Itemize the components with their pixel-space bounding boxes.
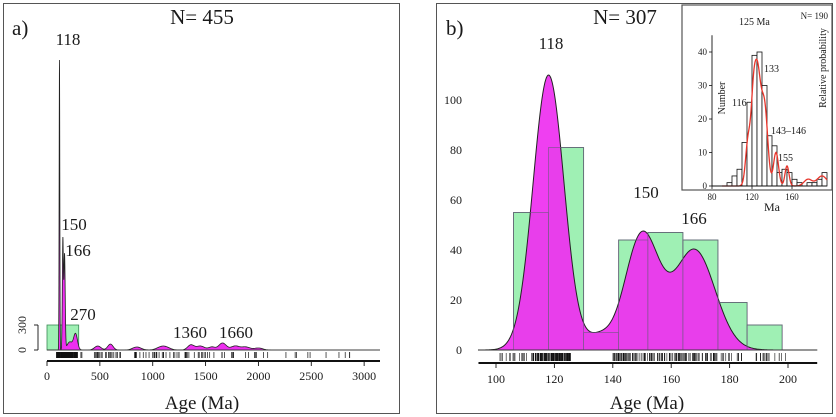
inset-y-tick-label-0: 0: [703, 181, 708, 191]
inset-y-tick-label-40: 40: [698, 47, 708, 57]
inset-hist-bar-5: [751, 54, 758, 187]
inset-annotation-125ma: 125 Ma: [739, 17, 770, 28]
panel-b-x-tick-label-200: 200: [779, 372, 797, 386]
inset-xlabel: Ma: [764, 200, 781, 214]
panel-b-title: N= 307: [593, 5, 657, 29]
inset-hist-bar-16: [811, 182, 818, 187]
inset-y-tick-label-10: 10: [698, 148, 708, 158]
panel-a-x-tick-label-3000: 3000: [352, 369, 376, 383]
inset-hist-bar-15: [806, 182, 813, 187]
panel-a-y-tick-label-300: 300: [15, 316, 29, 334]
inset-ylabel-right: Relative probability: [818, 28, 829, 108]
inset-annotation-143-146: 143–146: [771, 126, 806, 137]
panel-b-y-tick-label-20: 20: [450, 293, 462, 307]
panel-a-x-tick-label-2000: 2000: [246, 369, 270, 383]
panel-b-x-tick-label-160: 160: [662, 372, 680, 386]
panel-a-peak-label-150: 150: [61, 215, 87, 234]
panel-b-peak-label-118: 118: [539, 34, 564, 53]
inset-hist-bar-1: [731, 175, 738, 187]
panel-b-y-tick-label-80: 80: [450, 143, 462, 157]
inset-y-tick-label-20: 20: [698, 114, 708, 124]
inset-x-tick-label-160: 160: [785, 192, 799, 202]
panel-b-y-tick-label-100: 100: [444, 93, 462, 107]
inset-annotation-116: 116: [732, 98, 747, 109]
panel-b-y-tick-label-40: 40: [450, 243, 462, 257]
panel-b-y-tick-label-60: 60: [450, 193, 462, 207]
panel-b-x-tick-label-100: 100: [487, 372, 505, 386]
panel-b-xlabel: Age (Ma): [610, 393, 684, 414]
panel-b-y-tick-label-0: 0: [456, 343, 462, 357]
panel-a-y-tick-label-0: 0: [15, 347, 29, 353]
inset-title: N= 190: [801, 11, 829, 21]
inset-x-tick-label-80: 80: [708, 192, 718, 202]
panel-a-x-tick-label-2500: 2500: [299, 369, 323, 383]
inset-y-tick-label-30: 30: [698, 81, 708, 91]
panel-b-label: b): [446, 16, 464, 40]
inset-hist-bar-17: [816, 178, 823, 187]
panel-a-peak-label-270: 270: [70, 305, 96, 324]
panel-a-peak-label-1360: 1360: [173, 323, 207, 342]
inset-annotation-133: 133: [764, 64, 779, 75]
panel-a-peak-label-118: 118: [56, 30, 81, 49]
panel-a-peak-label-1660: 1660: [219, 323, 253, 342]
inset-ylabel: Number: [717, 81, 728, 114]
panel-a-label: a): [12, 16, 28, 40]
panel-b-x-tick-label-180: 180: [721, 372, 739, 386]
panel-a-kde-curve: [47, 59, 380, 351]
inset-annotation-155: 155: [778, 153, 793, 164]
panel-a-x-tick-label-0: 0: [44, 369, 50, 383]
panel-b-x-tick-label-140: 140: [604, 372, 622, 386]
inset-x-tick-label-120: 120: [745, 192, 759, 202]
panel-a-x-tick-label-1000: 1000: [141, 369, 165, 383]
panel-b-hist-bar-7: [746, 324, 783, 351]
panel-a-title: N= 455: [170, 5, 234, 29]
panel-a-xlabel: Age (Ma): [165, 393, 239, 414]
panel-a-x-tick-label-1500: 1500: [194, 369, 218, 383]
panel-a-x-tick-label-500: 500: [91, 369, 109, 383]
inset-hist-bar-2: [736, 168, 743, 187]
panel-b-x-tick-label-120: 120: [545, 372, 563, 386]
panel-b-peak-label-150: 150: [633, 183, 659, 202]
panel-a-peak-label-166: 166: [65, 241, 91, 260]
panel-b-peak-label-166: 166: [681, 209, 707, 228]
